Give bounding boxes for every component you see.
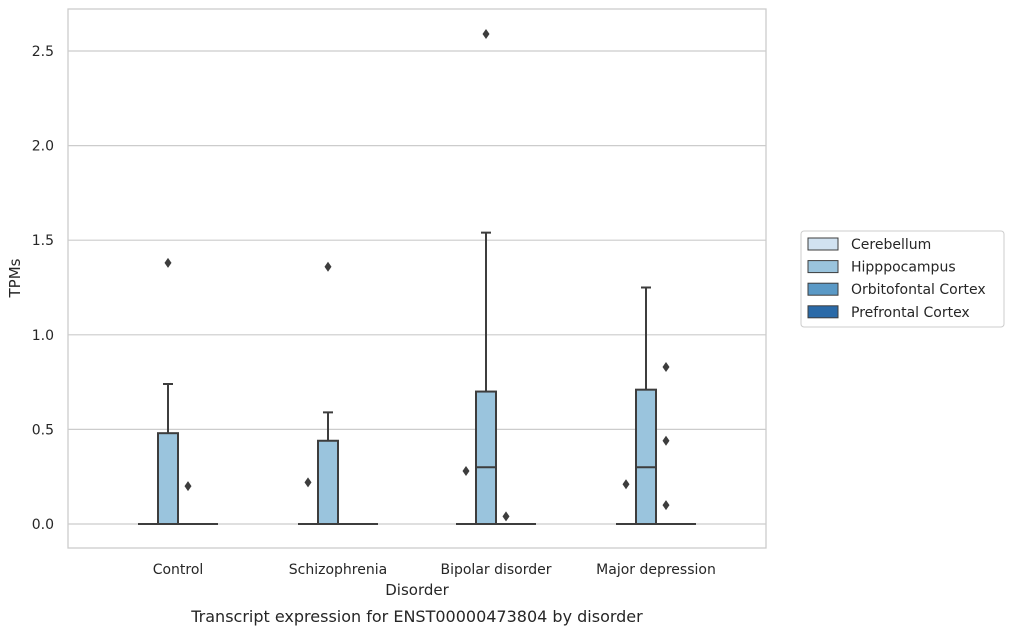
y-tick-label: 1.0 xyxy=(32,328,54,344)
x-axis-title: Disorder xyxy=(385,581,449,599)
y-tick-label: 1.5 xyxy=(32,233,54,249)
outlier-point xyxy=(304,477,312,488)
y-tick-label: 0.0 xyxy=(32,517,54,533)
x-tick-label: Control xyxy=(153,562,204,578)
legend-label: Hipppocampus xyxy=(851,260,956,276)
x-tick-label: Schizophrenia xyxy=(289,562,387,578)
box-body xyxy=(475,390,497,525)
chart-caption: Transcript expression for ENST0000047380… xyxy=(190,607,643,626)
outlier-point xyxy=(184,481,192,492)
box-hipppocampus xyxy=(317,411,339,526)
legend-label: Prefrontal Cortex xyxy=(851,305,970,321)
outlier-point xyxy=(662,435,670,446)
box-body xyxy=(157,432,179,525)
y-tick-label: 2.0 xyxy=(32,139,54,155)
box-body xyxy=(317,439,339,526)
outlier-point xyxy=(622,479,630,490)
y-axis-ticks: 0.0 0.5 1.0 1.5 2.0 2.5 xyxy=(32,44,54,533)
outlier-point xyxy=(324,261,332,272)
y-axis-title: TPMs xyxy=(6,258,24,298)
x-axis-ticks: Control Schizophrenia Bipolar disorder Majo… xyxy=(153,562,716,578)
plot-area-frame xyxy=(67,8,767,549)
legend-label: Cerebellum xyxy=(851,237,931,253)
y-tick-label: 0.5 xyxy=(32,422,54,438)
box-hipppocampus xyxy=(475,231,497,525)
outlier-point xyxy=(662,500,670,511)
legend-items: Cerebellum Hipppocampus Orbitofontal Corte… xyxy=(807,237,986,321)
legend-frame xyxy=(800,230,1005,328)
outlier-point xyxy=(482,28,490,39)
outlier-point xyxy=(462,466,470,477)
outlier-point xyxy=(164,257,172,268)
legend-swatch xyxy=(807,237,839,251)
legend-label: Orbitofontal Cortex xyxy=(851,282,986,298)
legend-swatch xyxy=(807,282,839,296)
box-hipppocampus xyxy=(157,382,179,525)
boxes xyxy=(138,28,696,526)
legend-swatch xyxy=(807,305,839,319)
box-hipppocampus xyxy=(635,286,657,525)
box-body xyxy=(635,388,657,525)
outlier-point xyxy=(662,361,670,372)
legend: Cerebellum Hipppocampus Orbitofontal Corte… xyxy=(800,230,1005,328)
x-tick-label: Major depression xyxy=(596,562,716,578)
outlier-point xyxy=(502,511,510,522)
y-tick-label: 2.5 xyxy=(32,44,54,60)
legend-swatch xyxy=(807,260,839,274)
x-tick-label: Bipolar disorder xyxy=(440,562,551,578)
